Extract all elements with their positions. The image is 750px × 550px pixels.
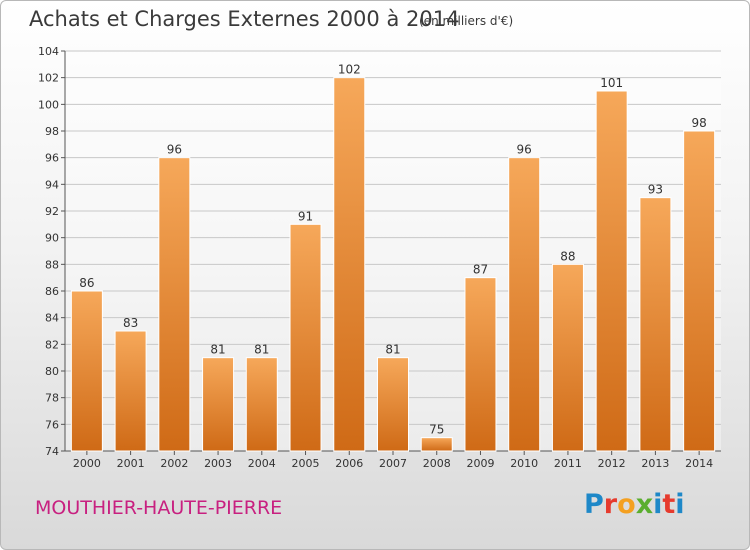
chart-subtitle: (en milliers d'€) <box>419 14 514 28</box>
bar <box>202 357 235 452</box>
data-label: 98 <box>691 116 706 130</box>
data-label: 96 <box>167 143 182 157</box>
y-tick-label: 92 <box>45 205 59 218</box>
y-tick-label: 82 <box>45 338 59 351</box>
x-tick-label: 2004 <box>248 457 276 470</box>
y-tick-label: 80 <box>45 365 59 378</box>
data-label: 86 <box>79 276 94 290</box>
data-label: 81 <box>385 343 400 357</box>
logo-letter: i <box>653 489 663 520</box>
data-label: 81 <box>254 343 269 357</box>
place-name: MOUTHIER-HAUTE-PIERRE <box>35 497 283 519</box>
y-tick-label: 88 <box>45 258 59 271</box>
logo-letter: P <box>584 489 604 520</box>
logo-letter: o <box>617 489 636 520</box>
y-tick-label: 104 <box>38 45 59 58</box>
data-label: 87 <box>473 263 488 277</box>
bar <box>420 437 453 452</box>
chart-title: Achats et Charges Externes 2000 à 2014 <box>29 7 460 31</box>
bar <box>595 90 628 452</box>
x-tick-label: 2000 <box>73 457 101 470</box>
x-tick-label: 2010 <box>510 457 538 470</box>
data-label: 81 <box>210 343 225 357</box>
x-tick-label: 2014 <box>685 457 713 470</box>
data-label: 75 <box>429 423 444 437</box>
logo-letter: r <box>603 489 618 520</box>
data-label: 102 <box>338 63 361 77</box>
y-tick-label: 96 <box>45 152 59 165</box>
y-tick-label: 102 <box>38 72 59 85</box>
y-tick-label: 94 <box>45 178 59 191</box>
x-tick-label: 2013 <box>641 457 669 470</box>
y-tick-label: 98 <box>45 125 59 138</box>
x-tick-label: 2007 <box>379 457 407 470</box>
y-tick-label: 84 <box>45 312 59 325</box>
logo-letter: x <box>635 489 654 520</box>
y-tick-label: 76 <box>45 418 59 431</box>
bar <box>245 357 278 452</box>
logo-letter: i <box>675 489 685 520</box>
data-label: 93 <box>648 183 663 197</box>
bar <box>508 157 541 452</box>
y-tick-label: 74 <box>45 445 59 458</box>
bar <box>70 290 103 452</box>
x-tick-label: 2003 <box>204 457 232 470</box>
data-label: 101 <box>600 76 623 90</box>
y-tick-label: 86 <box>45 285 59 298</box>
data-label: 91 <box>298 209 313 223</box>
bar <box>289 223 322 452</box>
bar <box>464 277 497 452</box>
data-label: 96 <box>517 143 532 157</box>
y-tick-label: 78 <box>45 392 59 405</box>
bar <box>377 357 409 452</box>
x-tick-label: 2008 <box>423 457 451 470</box>
x-tick-label: 2012 <box>598 457 626 470</box>
bar <box>551 263 584 452</box>
data-label: 88 <box>560 249 575 263</box>
x-tick-label: 2001 <box>117 457 145 470</box>
logo-letter: t <box>662 489 676 520</box>
y-tick-label: 90 <box>45 232 59 245</box>
bar <box>683 130 716 452</box>
x-tick-label: 2009 <box>466 457 494 470</box>
bar <box>639 197 672 452</box>
bar <box>158 157 191 452</box>
x-tick-label: 2002 <box>160 457 188 470</box>
x-tick-label: 2005 <box>292 457 320 470</box>
data-label: 83 <box>123 316 138 330</box>
bar <box>114 330 147 452</box>
x-tick-label: 2006 <box>335 457 363 470</box>
bar <box>333 77 366 452</box>
proxiti-logo: Proxiti <box>584 489 685 520</box>
y-tick-label: 100 <box>38 98 59 111</box>
x-tick-label: 2011 <box>554 457 582 470</box>
